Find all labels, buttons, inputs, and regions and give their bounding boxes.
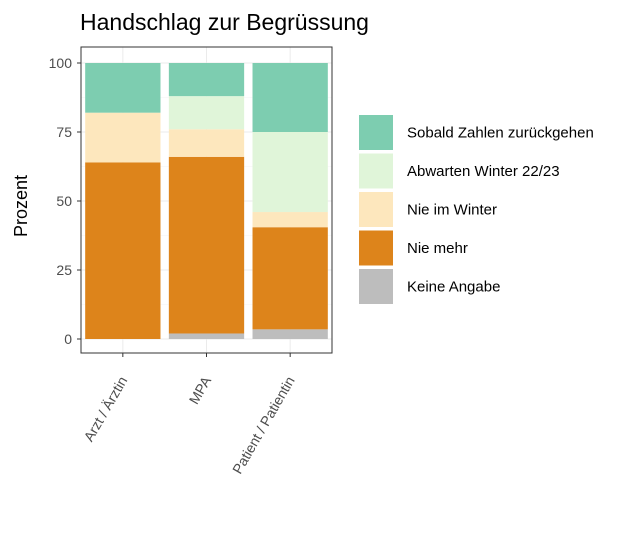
bar-sobald-zahlen-zurückgehen-1 xyxy=(85,63,161,113)
bar-nie-mehr-3 xyxy=(252,227,328,330)
legend-label-abwarten-winter-22-23: Abwarten Winter 22/23 xyxy=(407,163,560,180)
y-axis-label: Prozent xyxy=(11,175,31,237)
y-tick-label: 50 xyxy=(56,193,72,209)
bar-nie-im-winter-2 xyxy=(168,129,245,157)
bar-nie-im-winter-3 xyxy=(252,212,328,228)
bar-abwarten-winter-22-23-2 xyxy=(168,96,245,130)
legend-label-sobald-zahlen-zurückgehen: Sobald Zahlen zurückgehen xyxy=(407,125,594,142)
legend-key-sobald-zahlen-zurückgehen xyxy=(359,115,393,150)
y-tick-label: 100 xyxy=(49,55,73,71)
legend-key-nie-mehr xyxy=(359,230,393,266)
bar-keine-angabe-2 xyxy=(168,333,245,339)
bar-keine-angabe-3 xyxy=(252,329,328,339)
x-tick-label-mpa: MPA xyxy=(186,373,215,407)
x-tick-label-arzt-ärztin: Arzt / Ärztin xyxy=(80,374,130,445)
bar-sobald-zahlen-zurückgehen-3 xyxy=(252,63,328,132)
y-tick-label: 25 xyxy=(56,262,72,278)
y-tick-label: 0 xyxy=(64,331,72,347)
legend-label-keine-angabe: Keine Angabe xyxy=(407,279,500,296)
legend-key-abwarten-winter-22-23 xyxy=(359,153,393,189)
bar-nie-im-winter-1 xyxy=(85,112,161,163)
bar-nie-mehr-2 xyxy=(168,156,245,334)
legend-key-keine-angabe xyxy=(359,269,393,304)
legend-label-nie-im-winter: Nie im Winter xyxy=(407,202,497,219)
bar-abwarten-winter-22-23-3 xyxy=(252,132,328,213)
bars xyxy=(85,63,328,339)
chart-title: Handschlag zur Begrüssung xyxy=(80,9,369,35)
bar-nie-mehr-1 xyxy=(85,162,161,339)
legend-key-nie-im-winter xyxy=(359,192,393,227)
legend-label-nie-mehr: Nie mehr xyxy=(407,240,468,257)
x-tick-label-patient-patientin: Patient / Patientin xyxy=(229,374,298,477)
bar-sobald-zahlen-zurückgehen-2 xyxy=(168,63,245,97)
legend: Sobald Zahlen zurückgehen Abwarten Winter… xyxy=(359,115,594,304)
y-tick-label: 75 xyxy=(56,124,72,140)
